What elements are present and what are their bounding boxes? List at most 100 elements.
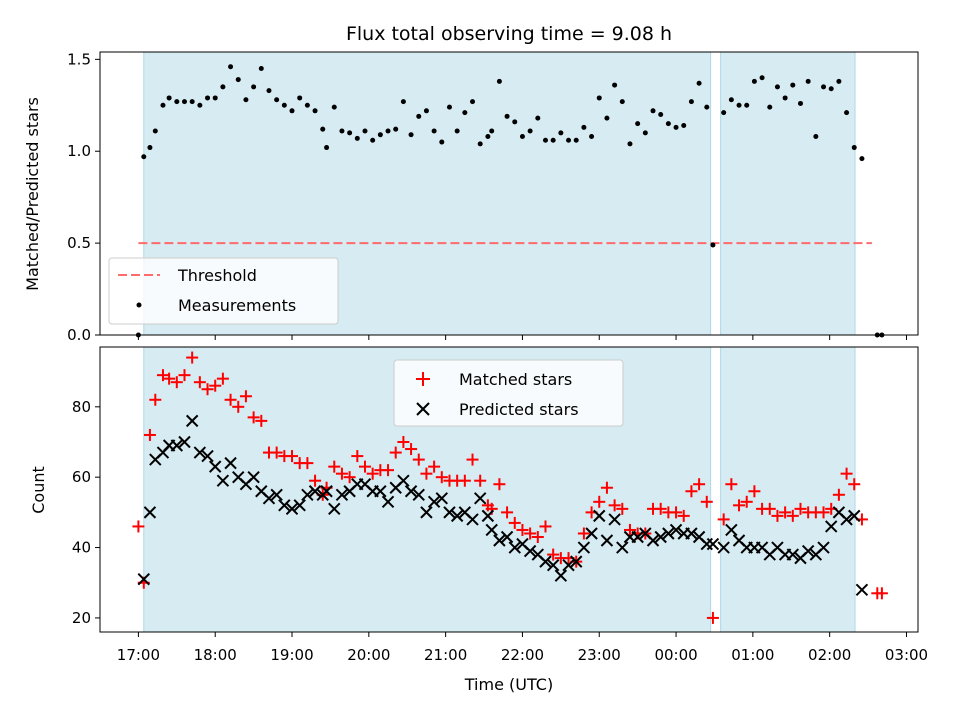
matched-star-point — [733, 499, 746, 512]
predicted-star-point — [654, 530, 667, 544]
predicted-star-point — [466, 513, 479, 526]
measurement-point — [688, 99, 694, 105]
measurement-point — [696, 80, 702, 86]
matched-star-point — [255, 414, 268, 427]
matched-star-point — [247, 411, 260, 424]
matched-star-point — [547, 548, 560, 561]
predicted-star-point — [412, 488, 425, 501]
predicted-star-point — [593, 509, 606, 523]
predicted-star-point — [481, 509, 495, 523]
matched-star-point — [706, 611, 719, 624]
matched-star-point — [600, 481, 613, 494]
predicted-star-point — [301, 488, 314, 501]
matched-star-point — [875, 587, 888, 600]
measurement-point — [212, 95, 218, 101]
measurement-point — [604, 115, 610, 121]
measurement-point — [813, 134, 819, 140]
predicted-star-point — [435, 492, 449, 505]
measurement-point — [385, 128, 391, 134]
measurement-point — [512, 119, 518, 125]
matched-star-point — [201, 383, 214, 396]
bottom-legend: Matched stars Predicted stars — [393, 359, 624, 427]
measurement-point — [489, 128, 495, 134]
top-y-tick-label: 1.0 — [67, 142, 91, 160]
top-y-tick-label: 1.5 — [67, 50, 91, 68]
matched-star-point — [771, 509, 784, 522]
matched-star-point — [717, 513, 730, 526]
measurement-point — [400, 99, 406, 105]
bottom-y-tick-label: 20 — [72, 609, 91, 627]
predicted-stars-series — [137, 414, 869, 596]
predicted-star-point — [539, 555, 552, 568]
measurement-point — [744, 102, 750, 108]
measurement-point — [370, 137, 376, 143]
matched-star-point — [832, 488, 845, 501]
measurement-point — [266, 88, 272, 94]
matched-star-point — [351, 450, 364, 463]
x-tick-label: 17:00 — [117, 646, 160, 664]
predicted-star-point — [562, 558, 575, 572]
predicted-star-point — [308, 485, 322, 498]
matched-star-point — [209, 379, 222, 392]
measurement-point — [274, 97, 280, 103]
x-tick-label: 03:00 — [885, 646, 928, 664]
measurement-point — [454, 128, 460, 134]
measurement-point — [790, 82, 796, 88]
measurement-point — [728, 97, 734, 103]
chart-title: Flux total observing time = 9.08 h — [346, 23, 672, 45]
matched-star-point — [763, 502, 776, 515]
measurement-point — [166, 95, 172, 101]
predicted-star-point — [685, 527, 698, 540]
measurement-point — [767, 104, 773, 110]
top-legend: Threshold Measurements — [108, 257, 339, 325]
predicted-star-point — [335, 488, 349, 501]
predicted-star-point — [569, 555, 583, 568]
predicted-star-point — [224, 456, 237, 470]
measurement-point — [160, 102, 166, 108]
predicted-star-point — [193, 446, 207, 459]
measurement-point — [859, 156, 865, 162]
matched-star-point — [779, 506, 792, 519]
predicted-star-point — [278, 499, 291, 512]
measurement-point — [347, 130, 353, 136]
measurement-point — [141, 154, 147, 160]
legend-matched-label: Matched stars — [459, 370, 572, 389]
matched-star-point — [817, 506, 830, 519]
matched-star-point — [270, 446, 283, 459]
measurement-point — [527, 128, 533, 134]
predicted-star-point — [554, 569, 568, 582]
measurement-point — [681, 123, 687, 129]
matched-star-point — [725, 478, 738, 491]
predicted-star-point — [450, 509, 464, 523]
measurement-point — [243, 97, 249, 103]
measurement-point — [408, 132, 414, 138]
matched-star-point — [466, 453, 479, 466]
predicted-star-point — [270, 488, 283, 501]
measurement-point — [650, 108, 656, 114]
matched-star-point — [232, 400, 245, 413]
matched-star-point — [328, 460, 341, 473]
matched-star-point — [685, 485, 698, 498]
predicted-star-point — [585, 527, 598, 540]
matched-star-point — [420, 467, 433, 480]
legend-threshold-label: Threshold — [177, 266, 257, 285]
matched-star-point — [670, 506, 683, 519]
predicted-star-point — [473, 492, 487, 505]
matched-star-point — [840, 467, 853, 480]
predicted-star-point — [706, 537, 720, 551]
matched-star-point — [193, 376, 206, 389]
predicted-star-point — [717, 541, 730, 554]
matched-star-point — [143, 428, 156, 441]
measurement-point — [416, 113, 422, 119]
predicted-star-point — [374, 485, 387, 498]
measurement-point — [851, 145, 857, 151]
matched-star-point — [286, 450, 299, 463]
matched-star-point — [178, 369, 191, 382]
measurement-point — [519, 134, 525, 140]
matched-star-point — [156, 369, 169, 382]
measurement-point — [759, 75, 765, 81]
matched-star-point — [397, 436, 410, 448]
measurement-point — [721, 110, 727, 116]
predicted-star-point — [646, 534, 660, 547]
